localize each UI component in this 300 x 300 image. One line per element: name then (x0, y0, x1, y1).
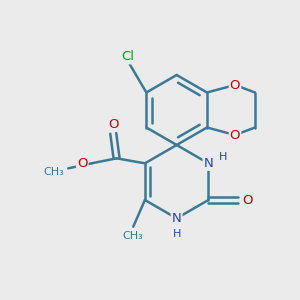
Text: O: O (77, 157, 88, 170)
Text: O: O (230, 128, 240, 142)
Text: N: N (203, 157, 213, 170)
Text: O: O (242, 194, 253, 206)
Text: N: N (172, 212, 182, 225)
Text: CH₃: CH₃ (44, 167, 64, 177)
Text: H: H (172, 229, 181, 239)
Text: O: O (230, 79, 240, 92)
Text: H: H (219, 152, 227, 162)
Text: Cl: Cl (122, 50, 134, 63)
Text: O: O (108, 118, 119, 130)
Text: CH₃: CH₃ (123, 231, 144, 241)
